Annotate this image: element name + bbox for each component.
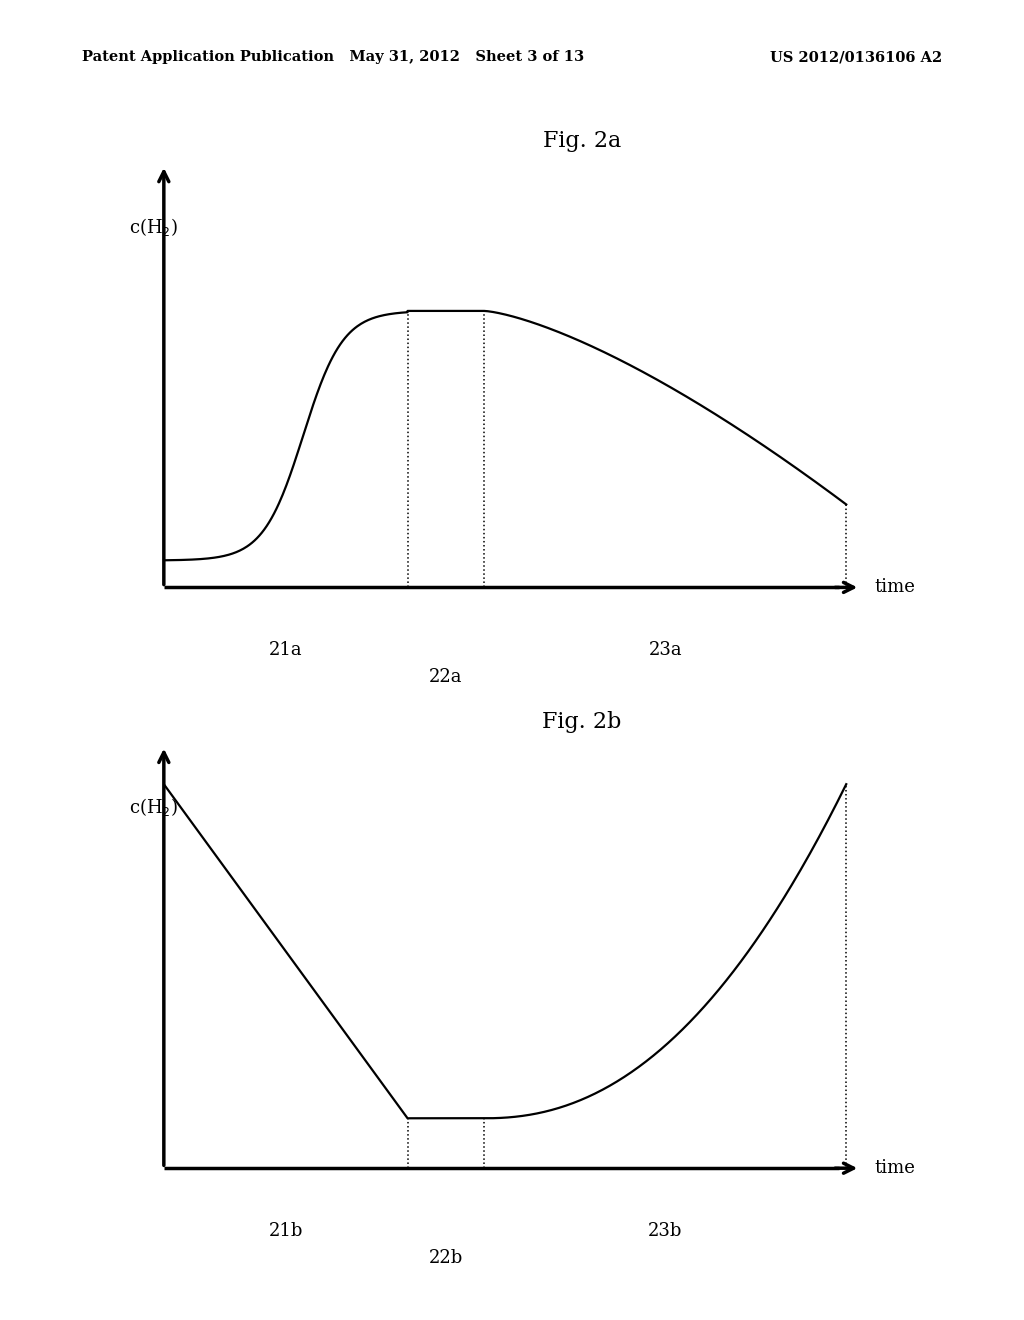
Text: c(H$_2$): c(H$_2$) [129, 796, 178, 818]
Text: 21a: 21a [269, 642, 302, 659]
Text: US 2012/0136106 A2: US 2012/0136106 A2 [770, 50, 942, 65]
Text: 21b: 21b [268, 1222, 303, 1239]
Text: time: time [874, 578, 915, 597]
Text: Fig. 2b: Fig. 2b [542, 710, 622, 733]
Text: Patent Application Publication   May 31, 2012   Sheet 3 of 13: Patent Application Publication May 31, 2… [82, 50, 584, 65]
Text: 23a: 23a [648, 642, 682, 659]
Text: 22a: 22a [429, 668, 463, 686]
Text: Fig. 2a: Fig. 2a [543, 129, 621, 152]
Text: 22b: 22b [429, 1249, 463, 1267]
Text: time: time [874, 1159, 915, 1177]
Text: c(H$_2$): c(H$_2$) [129, 215, 178, 238]
Text: 23b: 23b [648, 1222, 682, 1239]
